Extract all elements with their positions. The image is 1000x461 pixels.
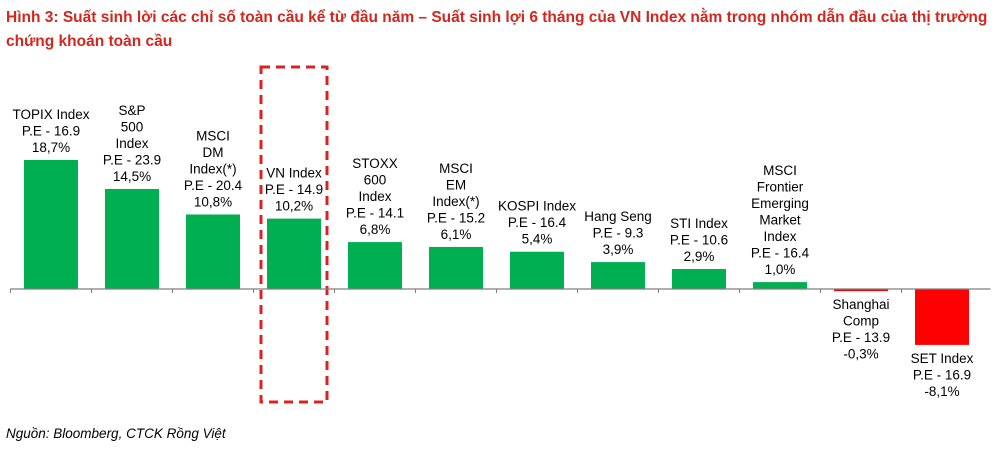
label-line: 1,0%: [765, 262, 796, 277]
label-line: Index: [763, 229, 796, 244]
label-line: Market: [759, 213, 801, 228]
label-line: Shanghai: [832, 297, 889, 312]
bar-s-p-500-index: [105, 188, 159, 289]
label-line: P.E - 13.9: [832, 330, 890, 345]
bar-sti-index: [672, 268, 726, 289]
label-line: P.E - 16.4: [508, 215, 567, 230]
label-line: 10,2%: [275, 199, 313, 214]
label-line: 18,7%: [32, 140, 70, 155]
bar-hang-seng: [591, 262, 645, 289]
label-line: P.E - 10.6: [670, 232, 728, 247]
label-line: 10,8%: [194, 194, 232, 209]
bar-topix-index: [24, 159, 78, 289]
label-line: MSCI: [763, 163, 797, 178]
label-line: 2,9%: [684, 249, 715, 264]
label-line: P.E - 16.4: [751, 246, 810, 261]
bar-msci-dm-index: [186, 214, 240, 289]
label-line: P.E - 16.9: [22, 123, 80, 138]
label-line: P.E - 14.9: [265, 182, 323, 197]
bar-kospi-index: [510, 251, 564, 289]
label-line: Index: [358, 189, 391, 204]
label-line: Comp: [843, 314, 879, 329]
label-line: STOXX: [352, 156, 398, 171]
label-line: KOSPI Index: [498, 199, 576, 214]
label-line: Hang Seng: [584, 209, 652, 224]
label-line: 3,9%: [603, 242, 634, 257]
bar-shanghai-comp: [834, 289, 888, 292]
bar-msci-frontier-emerging-market-index: [753, 282, 807, 289]
label-line: 500: [121, 119, 144, 134]
label-line: S&P: [118, 103, 145, 118]
bar-msci-em-index: [429, 246, 483, 289]
bar-set-index: [915, 289, 969, 345]
label-line: Index(*): [432, 194, 479, 209]
label-line: -8,1%: [924, 384, 959, 399]
chart-title: Hình 3: Suất sinh lời các chỉ số toàn cầ…: [6, 9, 988, 50]
label-line: Emerging: [751, 196, 809, 211]
label-line: MSCI: [196, 128, 230, 143]
label-line: 5,4%: [522, 232, 553, 247]
label-line: STI Index: [670, 216, 728, 231]
label-line: P.E - 20.4: [184, 178, 243, 193]
label-line: P.E - 16.9: [913, 367, 971, 382]
label-line: P.E - 23.9: [103, 152, 161, 167]
source-note: Nguồn: Bloomberg, CTCK Rồng Việt: [6, 426, 226, 441]
label-line: Frontier: [757, 180, 804, 195]
label-line: TOPIX Index: [12, 107, 89, 122]
label-line: P.E - 9.3: [593, 226, 644, 241]
label-line: VN Index: [266, 166, 322, 181]
highlight-box: [259, 65, 329, 404]
label-line: Index: [115, 136, 148, 151]
label-line: DM: [203, 145, 224, 160]
label-line: 14,5%: [113, 169, 151, 184]
label-line: 6,1%: [441, 227, 472, 242]
bar-stoxx-600-index: [348, 242, 402, 289]
label-line: Index(*): [189, 161, 236, 176]
label-line: SET Index: [911, 351, 974, 366]
label-line: -0,3%: [843, 347, 878, 362]
label-line: P.E - 14.1: [346, 206, 404, 221]
data-label-hang-seng: Hang Seng P.E - 9.33,9%: [584, 209, 652, 257]
label-line: P.E - 15.2: [427, 210, 485, 225]
label-line: EM: [446, 177, 466, 192]
label-line: 600: [364, 173, 387, 188]
label-line: 6,8%: [360, 222, 391, 237]
label-line: MSCI: [439, 161, 473, 176]
bar-vn-index: [267, 218, 321, 289]
